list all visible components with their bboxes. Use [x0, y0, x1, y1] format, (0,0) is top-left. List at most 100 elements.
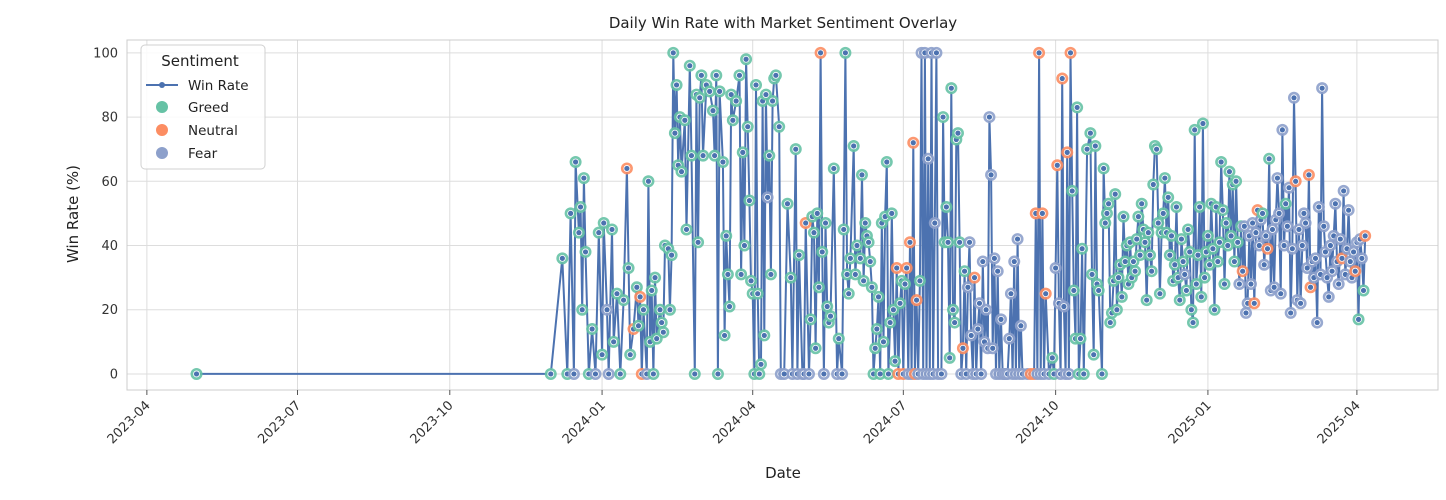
data-point-greed: [824, 310, 837, 323]
data-point-fear: [922, 152, 935, 165]
data-point-greed: [647, 367, 660, 380]
data-point-greed: [708, 149, 721, 162]
data-point-greed: [951, 127, 964, 140]
data-point-greed: [1139, 236, 1152, 249]
data-point-fear: [1294, 297, 1307, 310]
data-point-greed: [1357, 284, 1370, 297]
data-point-greed: [713, 85, 726, 98]
data-point-greed: [1109, 188, 1122, 201]
data-point-greed: [1129, 265, 1142, 278]
data-point-fear: [1008, 255, 1021, 268]
data-point-greed: [1165, 229, 1178, 242]
data-point-greed: [614, 367, 627, 380]
data-point-greed: [1211, 255, 1224, 268]
data-point-greed: [721, 268, 734, 281]
data-point-greed: [711, 367, 724, 380]
data-point-greed: [847, 139, 860, 152]
data-point-fear: [602, 367, 615, 380]
data-point-greed: [1216, 204, 1229, 217]
data-point-greed: [841, 268, 854, 281]
data-point-greed: [718, 329, 731, 342]
data-point-greed: [849, 268, 862, 281]
data-point-greed: [688, 367, 701, 380]
x-tick-label: 2024-07: [861, 398, 910, 447]
data-point-fear: [976, 255, 989, 268]
data-point-greed: [793, 249, 806, 262]
x-tick-label: 2025-01: [1166, 398, 1215, 447]
data-point-greed: [1263, 152, 1276, 165]
data-point-fear: [1317, 220, 1330, 233]
data-point-greed: [1084, 127, 1097, 140]
data-point-greed: [751, 287, 764, 300]
data-point-neutral: [1051, 159, 1064, 172]
data-point-greed: [948, 316, 961, 329]
data-point-neutral: [1064, 46, 1077, 59]
data-point-greed: [586, 322, 599, 335]
data-point-greed: [726, 114, 739, 127]
legend-line-swatch-dot: [159, 82, 165, 88]
data-point-greed: [945, 82, 958, 95]
data-point-greed: [1163, 249, 1176, 262]
data-point-fear: [1316, 82, 1329, 95]
data-point-fear: [1342, 204, 1355, 217]
data-point-greed: [804, 313, 817, 326]
data-point-greed: [850, 239, 863, 252]
data-point-greed: [703, 85, 716, 98]
data-point-greed: [1135, 197, 1148, 210]
data-point-greed: [1092, 284, 1105, 297]
data-point-fear: [1062, 367, 1075, 380]
data-point-greed: [763, 149, 776, 162]
data-point-greed: [1220, 217, 1233, 230]
data-point-greed: [1089, 139, 1102, 152]
data-point-greed: [716, 156, 729, 169]
data-point-greed: [1208, 303, 1221, 316]
data-point-greed: [754, 358, 767, 371]
data-point-greed: [819, 217, 832, 230]
legend-fear-swatch: [156, 147, 168, 159]
data-point-fear: [1274, 287, 1287, 300]
data-point-fear: [1312, 200, 1325, 213]
data-point-fear: [1266, 223, 1279, 236]
data-point-greed: [564, 207, 577, 220]
data-point-greed: [617, 294, 630, 307]
data-point-greed: [1077, 367, 1090, 380]
data-point-greed: [1158, 172, 1171, 185]
data-point-fear: [567, 367, 580, 380]
data-point-greed: [1152, 217, 1165, 230]
data-point-greed: [937, 111, 950, 124]
data-point-greed: [693, 91, 706, 104]
data-point-fear: [1329, 197, 1342, 210]
data-point-greed: [1195, 290, 1208, 303]
data-point-greed: [665, 249, 678, 262]
data-point-fear: [1244, 278, 1257, 291]
data-point-neutral: [620, 162, 633, 175]
data-point-greed: [940, 200, 953, 213]
data-point-neutral: [907, 136, 920, 149]
data-point-greed: [809, 342, 822, 355]
data-point-greed: [657, 326, 670, 339]
data-point-greed: [764, 268, 777, 281]
data-point-fear: [1004, 287, 1017, 300]
data-point-fear: [778, 367, 791, 380]
x-tick-label: 2023-10: [408, 398, 457, 447]
data-point-greed: [675, 165, 688, 178]
data-point-greed: [738, 239, 751, 252]
legend-entry-neutral: Neutral: [188, 123, 238, 139]
data-point-greed: [811, 207, 824, 220]
data-point-fear: [1178, 268, 1191, 281]
x-tick-label: 2023-07: [255, 398, 304, 447]
data-point-greed: [1180, 284, 1193, 297]
data-point-fear: [988, 252, 1001, 265]
data-point-greed: [894, 297, 907, 310]
data-point-greed: [1188, 123, 1201, 136]
legend-title: Sentiment: [161, 52, 239, 70]
data-point-greed: [576, 303, 589, 316]
data-point-fear: [1049, 261, 1062, 274]
data-point-fear: [1292, 223, 1305, 236]
data-point-fear: [1309, 252, 1322, 265]
data-point-fear: [601, 303, 614, 316]
data-point-greed: [837, 223, 850, 236]
data-point-fear: [1273, 207, 1286, 220]
data-point-greed: [642, 175, 655, 188]
y-tick-label: 40: [101, 239, 118, 254]
